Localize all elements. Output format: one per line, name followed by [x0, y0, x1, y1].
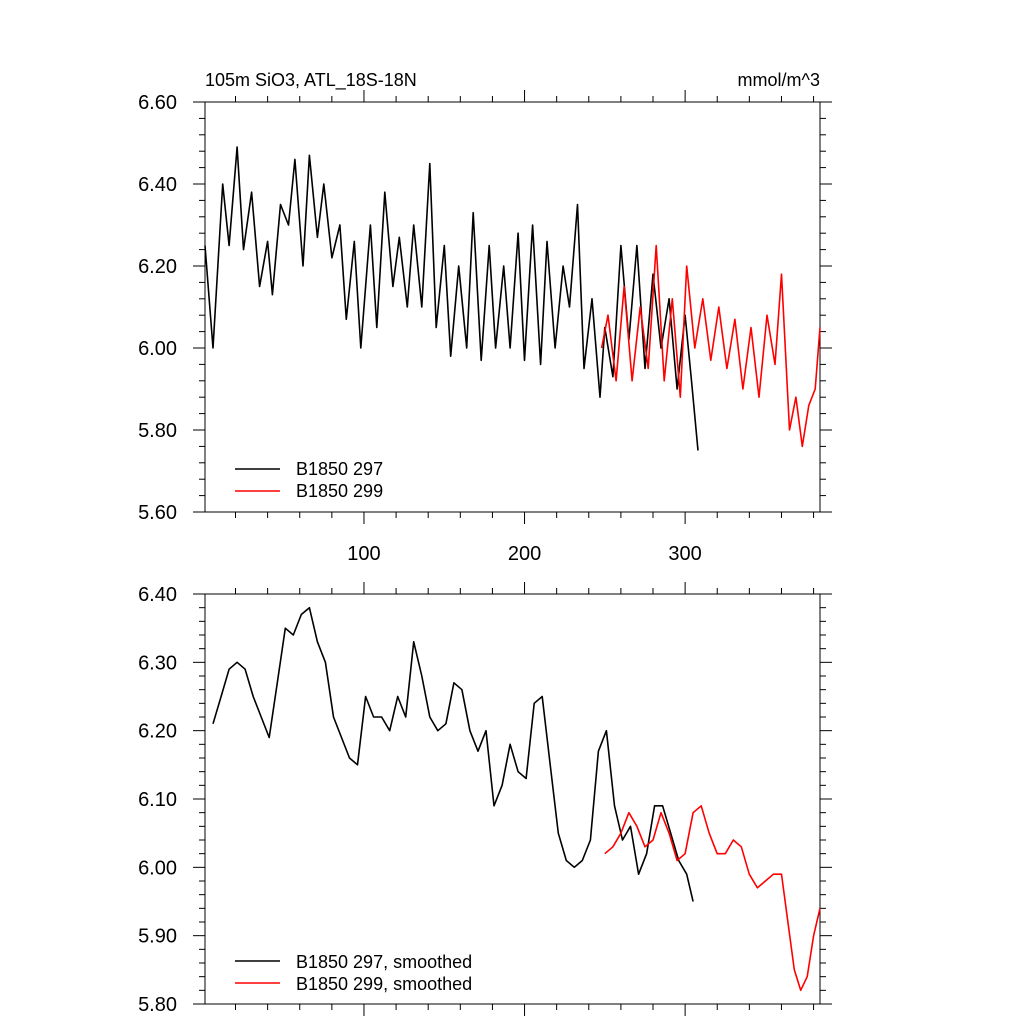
legend-label-299-smoothed: B1850 299, smoothed — [296, 974, 472, 994]
y-tick-label: 6.20 — [138, 256, 177, 278]
legend-label-297: B1850 297 — [296, 459, 383, 479]
y-tick-label: 5.90 — [138, 926, 177, 948]
top-panel: 105m SiO3, ATL_18S-18N mmol/m^3 5.60 5.80… — [138, 70, 832, 565]
bottom-series — [212, 606, 821, 992]
chart-title: 105m SiO3, ATL_18S-18N — [205, 70, 417, 91]
y-tick-label: 6.40 — [138, 174, 177, 196]
y-tick-label: 5.80 — [138, 420, 177, 442]
y-tick-label: 6.40 — [138, 584, 177, 606]
y-tick-label: 6.20 — [138, 721, 177, 743]
legend-label-299: B1850 299 — [296, 481, 383, 501]
top-series — [204, 146, 821, 451]
bottom-ticks: 5.80 5.90 6.00 6.10 6.20 6.30 6.40 — [138, 582, 832, 1016]
series-line-b1850-297 — [212, 606, 694, 902]
x-tick-label: 200 — [508, 543, 541, 565]
series-line-b1850-299 — [600, 244, 821, 448]
x-tick-label: 300 — [668, 543, 701, 565]
units-label: mmol/m^3 — [738, 70, 820, 90]
y-tick-label: 5.80 — [138, 994, 177, 1016]
y-tick-label: 6.00 — [138, 857, 177, 879]
y-tick-label: 6.60 — [138, 92, 177, 114]
y-tick-label: 6.10 — [138, 789, 177, 811]
top-panel-frame — [204, 101, 821, 513]
bottom-panel-frame — [204, 593, 821, 1005]
bottom-panel: 5.80 5.90 6.00 6.10 6.20 6.30 6.40 B1850 297, … — [138, 582, 832, 1016]
bottom-legend: B1850 297, smoothed B1850 299, smoothed — [235, 952, 472, 994]
top-ticks: 5.60 5.80 6.00 6.20 6.40 6.60 100 200 300 — [138, 90, 832, 565]
x-tick-label: 100 — [347, 543, 380, 565]
legend-label-297-smoothed: B1850 297, smoothed — [296, 952, 472, 972]
series-line-b1850-297 — [204, 146, 699, 451]
y-tick-label: 6.30 — [138, 652, 177, 674]
series-line-b1850-299 — [604, 804, 821, 992]
y-tick-label: 5.60 — [138, 502, 177, 524]
top-legend: B1850 297 B1850 299 — [235, 459, 383, 501]
y-tick-label: 6.00 — [138, 338, 177, 360]
